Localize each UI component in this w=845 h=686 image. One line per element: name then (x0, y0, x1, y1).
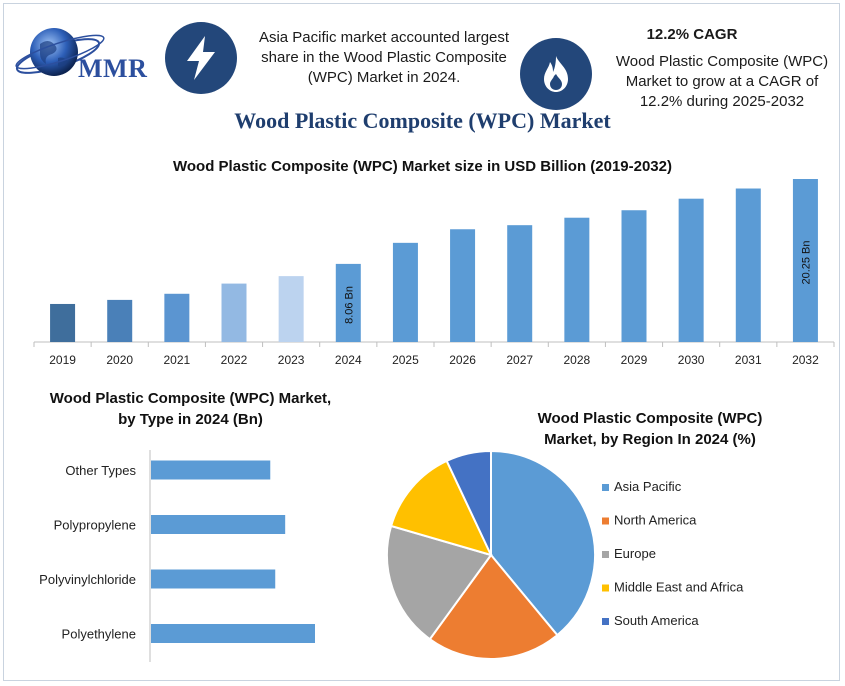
x-tick-label-2023: 2023 (278, 353, 305, 367)
globe-icon (15, 28, 105, 76)
bar-2027 (507, 225, 533, 342)
type-chart-title-line1: Wood Plastic Composite (WPC) Market, (49, 390, 332, 407)
logo-text: MMR (78, 54, 148, 83)
bar-2028 (564, 217, 590, 342)
type-hbar-chart: Other Types Polypropylene Polyvinylchlorid… (39, 450, 315, 662)
x-tick-label-2021: 2021 (164, 353, 191, 367)
bar-2026 (450, 229, 476, 342)
bar-2025 (392, 242, 418, 342)
legend-label-middle-east-and-africa: Middle East and Africa (614, 580, 744, 595)
x-tick-label-2030: 2030 (678, 353, 705, 367)
hbar-other-types (151, 460, 271, 480)
pie-slice-north-america (428, 553, 559, 660)
bar-2029 (621, 210, 647, 342)
pie-slice-europe (386, 524, 493, 641)
flame-icon (544, 56, 568, 92)
market-size-bar-chart: 2019 2020 2021 2022 2023 2024 2025 2026 2027 2028… (33, 179, 835, 367)
hbar-label-polyethylene: Polyethylene (62, 627, 136, 642)
x-tick-label-2029: 2029 (621, 353, 648, 367)
legend-label-asia-pacific: Asia Pacific (614, 479, 682, 494)
bar-2032 (792, 179, 818, 342)
legend-swatch-north-america (602, 517, 609, 525)
infographic-frame (3, 3, 840, 681)
bar-2021 (164, 293, 190, 342)
region-chart-title-line2: Market, by Region In 2024 (%) (544, 431, 756, 448)
x-tick-label-2025: 2025 (392, 353, 419, 367)
legend-swatch-asia-pacific (602, 484, 609, 491)
info-cagr: Wood Plastic Composite (WPC) Market to g… (615, 53, 829, 110)
x-tick-label-2032: 2032 (792, 353, 819, 367)
legend-label-north-america: North America (614, 513, 697, 528)
lightning-badge (165, 22, 237, 94)
x-tick-label-2026: 2026 (449, 353, 476, 367)
x-tick-label-2022: 2022 (221, 353, 248, 367)
bar-2023 (278, 276, 304, 342)
info-asia-pacific: Asia Pacific market accounted largest sh… (258, 29, 510, 86)
legend-swatch-south-america (602, 618, 609, 625)
lightning-icon (187, 36, 215, 80)
bar-2030 (678, 198, 704, 342)
x-tick-label-2027: 2027 (506, 353, 533, 367)
hbar-label-other-types: Other Types (65, 463, 136, 478)
hbar-polypropylene (151, 515, 286, 534)
type-chart-title: Wood Plastic Composite (WPC) Market, by … (18, 388, 363, 430)
hbar-label-polypropylene: Polypropylene (54, 518, 136, 533)
region-chart-title-line1: Wood Plastic Composite (WPC) (537, 410, 763, 427)
region-chart-title: Wood Plastic Composite (WPC) Market, by … (500, 408, 800, 450)
bar-2020 (107, 299, 133, 342)
pie-slice-south-america (445, 449, 492, 556)
pie-slice-asia-pacific (490, 449, 596, 637)
x-tick-label-2031: 2031 (735, 353, 762, 367)
bar-2019 (50, 303, 76, 342)
type-chart-title-line2: by Type in 2024 (Bn) (118, 411, 263, 428)
data-label-2032: 20.25 Bn (800, 240, 812, 284)
cagr-heading: 12.2% CAGR (646, 26, 738, 43)
bar-2031 (735, 188, 761, 342)
flame-badge (520, 38, 592, 110)
legend-label-europe: Europe (614, 546, 656, 561)
bar-2022 (221, 283, 247, 342)
legend-swatch-europe (602, 551, 609, 558)
legend-label-south-america: South America (614, 613, 699, 628)
bar-chart-title: Wood Plastic Composite (WPC) Market size… (173, 158, 672, 175)
bar-2024 (335, 263, 361, 342)
data-label-2024: 8.06 Bn (343, 286, 355, 324)
region-pie-chart: Asia Pacific North America Europe Middle Ea… (386, 449, 744, 660)
page-title: Wood Plastic Composite (WPC) Market (234, 108, 611, 133)
x-tick-label-2024: 2024 (335, 353, 362, 367)
x-tick-label-2020: 2020 (106, 353, 133, 367)
hbar-label-polyvinylchloride: Polyvinylchloride (39, 572, 136, 587)
legend-swatch-middle-east-and-africa (602, 584, 609, 592)
x-tick-label-2019: 2019 (49, 353, 76, 367)
x-tick-label-2028: 2028 (564, 353, 591, 367)
hbar-polyvinylchloride (151, 569, 276, 589)
hbar-polyethylene (151, 624, 315, 643)
pie-slice-middle-east-and-africa (389, 459, 493, 557)
